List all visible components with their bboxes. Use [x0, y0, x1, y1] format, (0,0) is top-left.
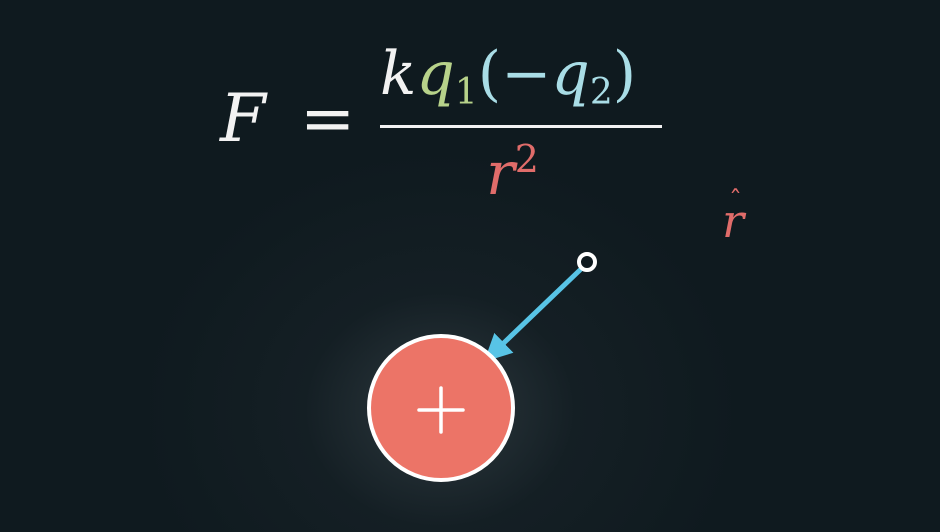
unit-vector-letter: r [722, 194, 744, 248]
open-paren: ( [477, 39, 502, 109]
test-point [577, 252, 597, 272]
minus-sign: − [501, 39, 552, 109]
fraction-denominator: r2 [486, 140, 539, 204]
close-paren: ) [612, 39, 637, 109]
plus-icon [417, 386, 465, 434]
charge-q1: q1 [416, 39, 477, 111]
q2-letter: q [551, 39, 590, 109]
q2-subscript: 2 [589, 72, 613, 113]
distance-r: r [486, 139, 515, 209]
coulomb-constant: k [380, 39, 417, 109]
charge-q2: q2 [551, 39, 612, 111]
equals-sign: = [300, 80, 356, 157]
q1-letter: q [416, 39, 455, 109]
fraction-bar [380, 125, 662, 128]
positive-charge [367, 334, 515, 482]
force-arrow [484, 267, 583, 362]
force-symbol: F [220, 80, 266, 157]
q1-subscript: 1 [454, 72, 478, 113]
r-exponent: 2 [514, 137, 539, 181]
hat-accent: ˆ [729, 186, 742, 216]
unit-vector-label: r ˆ [722, 186, 752, 246]
fraction-numerator: kq1(−q2) [380, 44, 636, 114]
